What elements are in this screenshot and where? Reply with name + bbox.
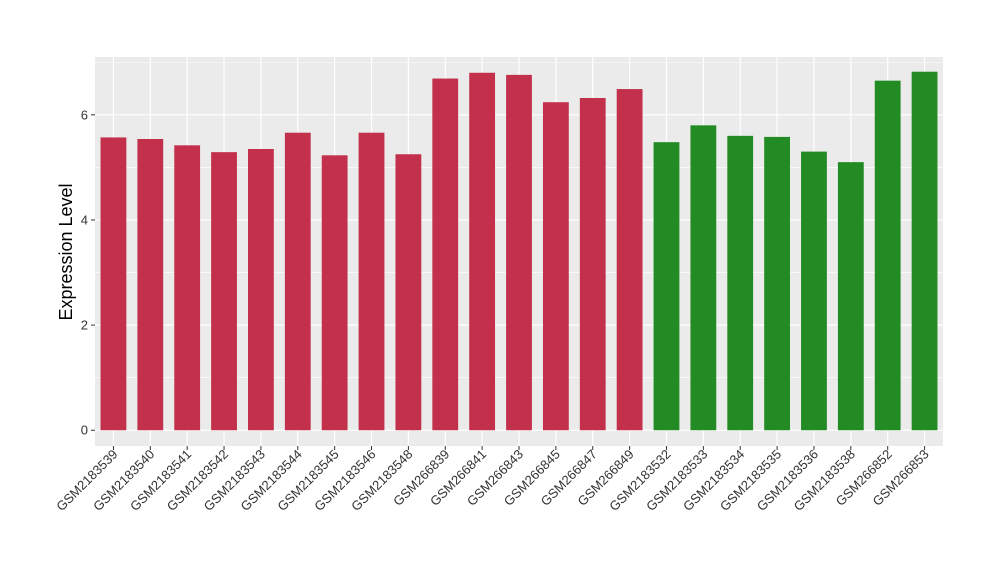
y-axis-title: Expression Level xyxy=(56,183,76,320)
y-axis: 0 2 4 6 xyxy=(81,107,95,438)
bar-GSM266849 xyxy=(616,89,643,431)
y-tick-label: 0 xyxy=(81,423,88,438)
bar-GSM2183539 xyxy=(100,137,127,431)
bar-GSM266839 xyxy=(432,78,459,431)
bar-GSM2183544 xyxy=(284,132,311,431)
bar-GSM266845 xyxy=(542,102,569,431)
y-tick-label: 6 xyxy=(81,107,88,122)
bar-GSM266852 xyxy=(874,80,901,431)
bar-GSM2183545 xyxy=(321,155,348,431)
bar-GSM266847 xyxy=(579,98,606,431)
bar-GSM2183542 xyxy=(211,152,237,431)
x-axis: GSM2183539GSM2183540GSM2183541GSM2183542… xyxy=(53,446,932,514)
bar-GSM2183533 xyxy=(690,125,717,431)
bar-GSM2183536 xyxy=(801,151,827,431)
bar-GSM2183532 xyxy=(653,142,680,431)
bars xyxy=(100,71,938,431)
y-tick-label: 4 xyxy=(81,212,88,227)
bar-GSM2183546 xyxy=(358,132,385,431)
bar-GSM2183534 xyxy=(727,135,754,431)
bar-GSM2183541 xyxy=(174,145,201,431)
bar-GSM2183538 xyxy=(837,162,864,431)
bar-GSM266843 xyxy=(506,74,532,431)
bar-GSM2183548 xyxy=(395,154,422,431)
bar-GSM2183540 xyxy=(137,139,164,431)
y-tick-label: 2 xyxy=(81,318,88,333)
bar-GSM2183543 xyxy=(248,148,274,431)
bar-GSM2183535 xyxy=(764,136,790,431)
bar-GSM266853 xyxy=(911,71,938,431)
bar-GSM266841 xyxy=(469,72,496,431)
